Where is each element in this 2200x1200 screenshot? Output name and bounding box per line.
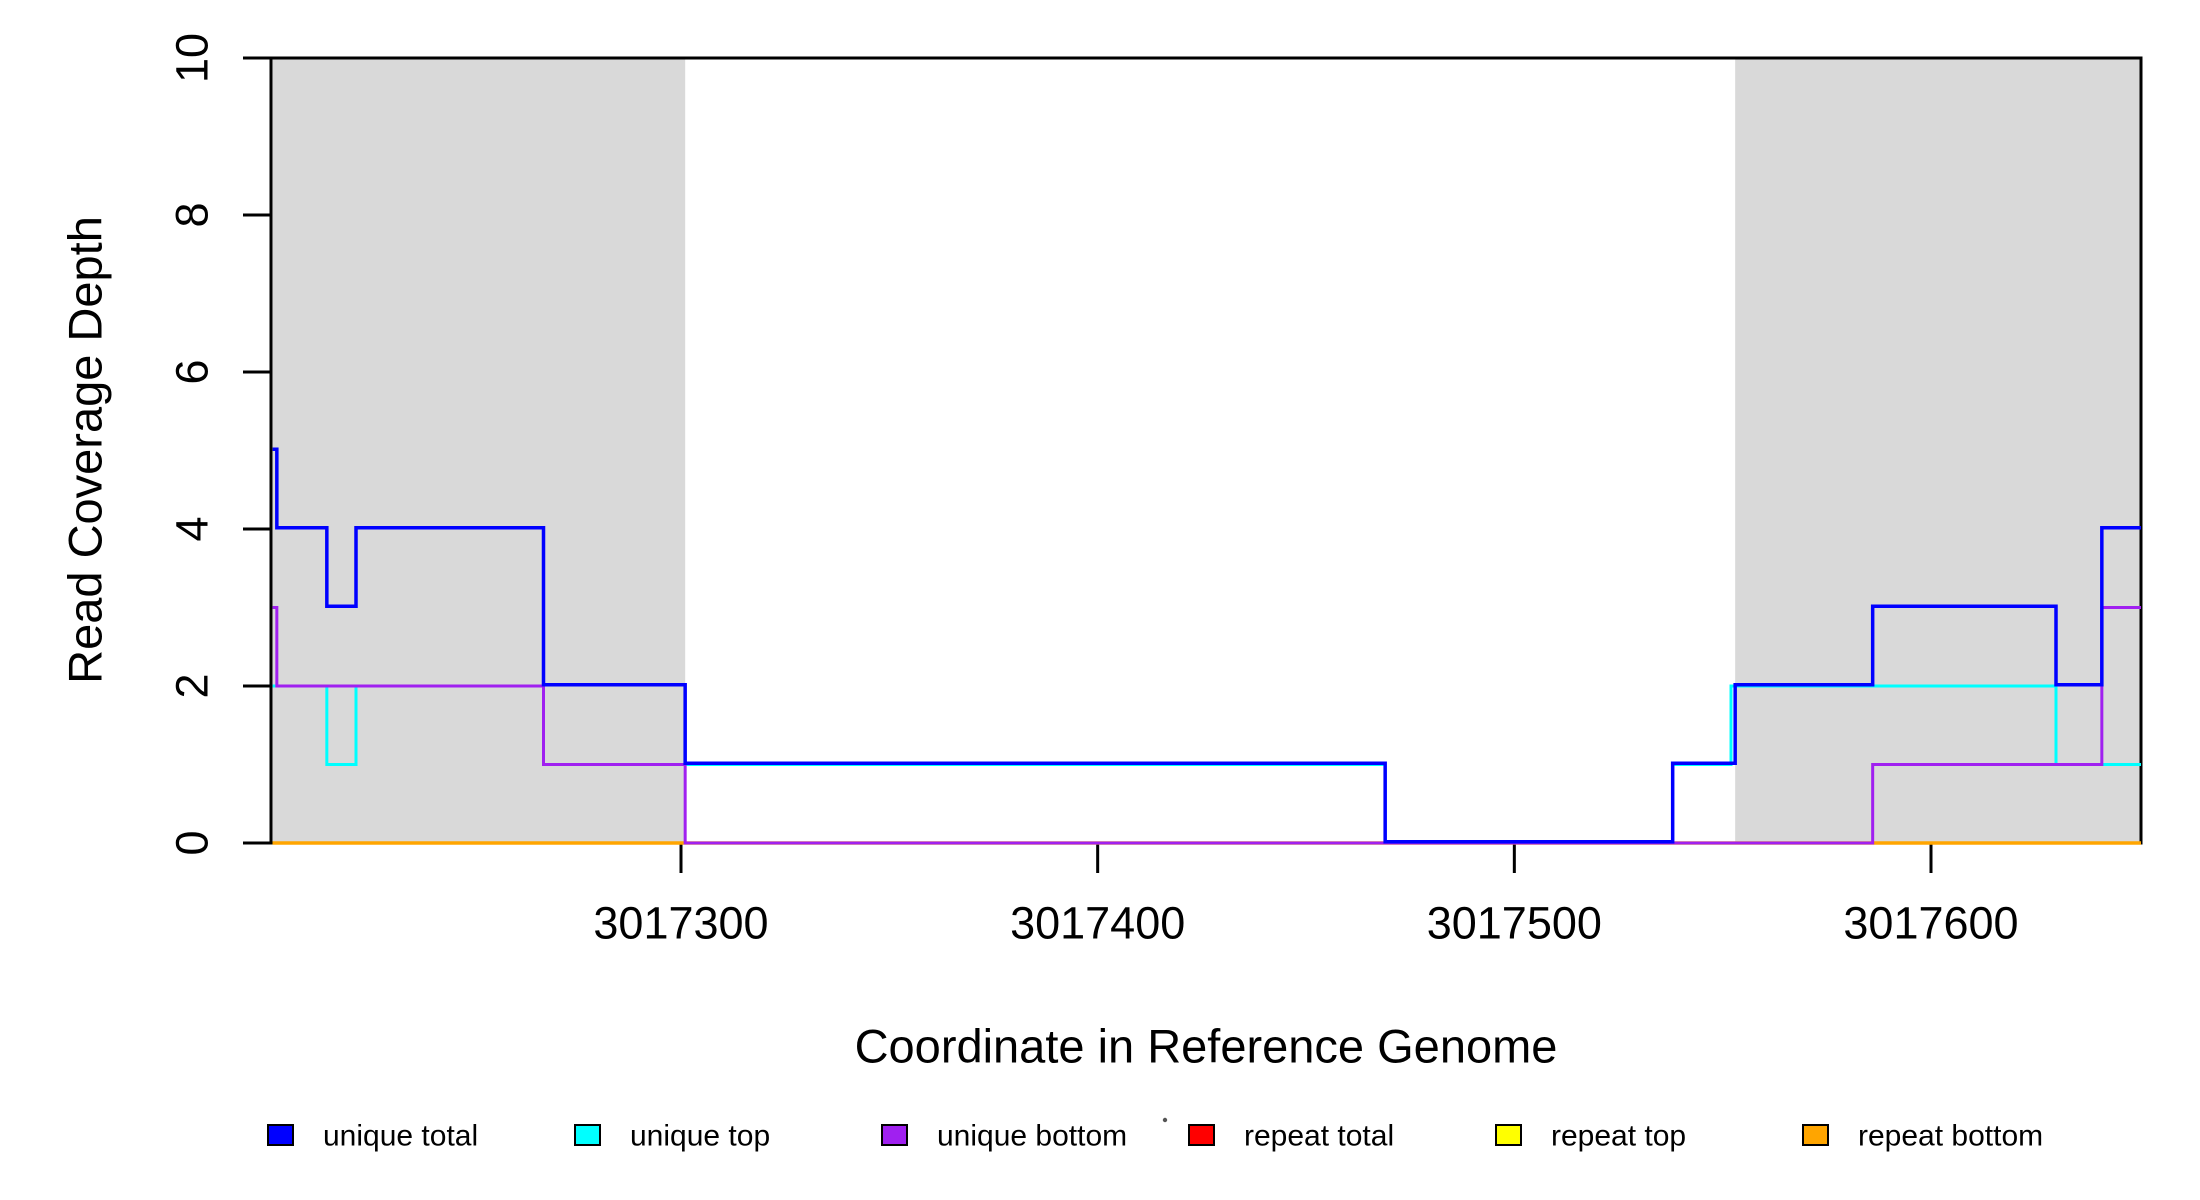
legend-label-repeat-bottom: repeat bottom: [1858, 1120, 2043, 1153]
legend-swatch-unique-top: [574, 1124, 601, 1146]
repeat-region-left: [272, 58, 686, 843]
y-tick-label-4: 4: [167, 516, 218, 541]
y-tick-label-8: 8: [167, 202, 218, 227]
series-lines-layer: [272, 447, 2141, 845]
repeat-region-right: [1735, 58, 2141, 843]
legend-label-unique-top: unique top: [630, 1120, 770, 1153]
legend-label-unique-bottom: unique bottom: [937, 1120, 1127, 1153]
legend-swatch-repeat-bottom: [1802, 1124, 1829, 1146]
x-tick-label-3017500: 3017500: [1427, 898, 1602, 949]
series-line-unique-bottom: [272, 606, 2141, 845]
x-axis-title: Coordinate in Reference Genome: [855, 1020, 1558, 1073]
x-tick-label-3017600: 3017600: [1843, 898, 2018, 949]
series-line-unique-total: [272, 447, 2141, 844]
legend-swatch-unique-total: [267, 1124, 294, 1146]
y-tick-label-0: 0: [167, 830, 218, 855]
stray-dot: [1162, 1117, 1168, 1123]
y-tick-label-6: 6: [167, 359, 218, 384]
y-tick-label-2: 2: [167, 673, 218, 698]
artifacts-layer: [1162, 1117, 1168, 1123]
legend: unique total unique top unique bottom repea…: [267, 1120, 2043, 1153]
y-axis-title: Read Coverage Depth: [59, 216, 112, 684]
legend-swatch-repeat-top: [1495, 1124, 1522, 1146]
legend-swatch-unique-bottom: [881, 1124, 908, 1146]
x-tick-label-3017400: 3017400: [1010, 898, 1185, 949]
legend-label-repeat-top: repeat top: [1551, 1120, 1686, 1153]
legend-label-unique-total: unique total: [323, 1120, 478, 1153]
legend-label-repeat-total: repeat total: [1244, 1120, 1394, 1153]
y-tick-label-10: 10: [167, 33, 218, 83]
legend-swatch-repeat-total: [1188, 1124, 1215, 1146]
shaded-regions-layer: [272, 58, 2141, 843]
x-tick-label-3017300: 3017300: [593, 898, 768, 949]
